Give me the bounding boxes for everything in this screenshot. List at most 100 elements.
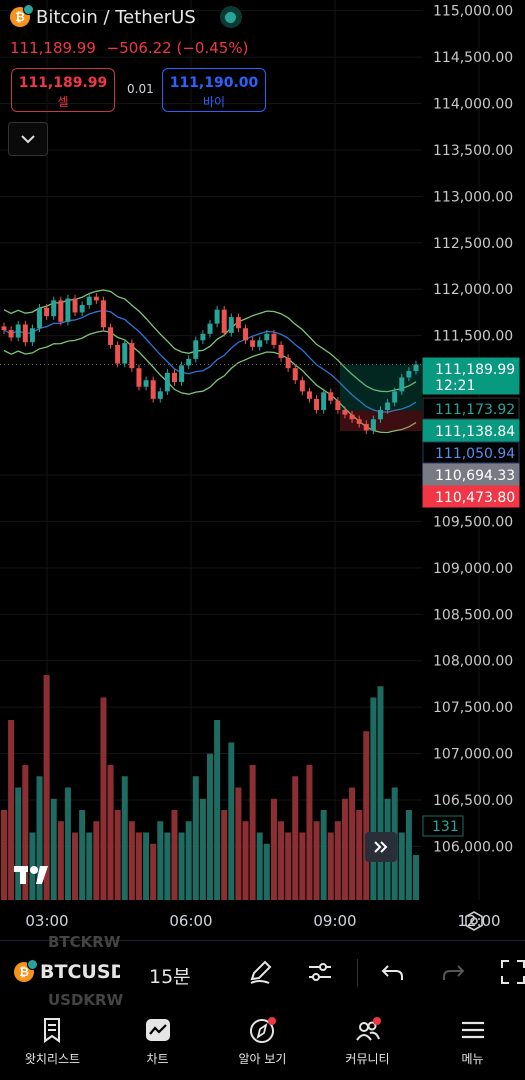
chart-toolbar: BTCKRW ₿ BTCUSDT USDKRW 15분: [0, 933, 525, 1009]
volume-tag: [422, 815, 464, 837]
tradingview-logo-icon: [14, 866, 48, 884]
candle: [193, 340, 199, 359]
next-symbol-ghost: USDKRW: [48, 991, 124, 1009]
time-tick: 12:00: [457, 912, 500, 930]
candle: [171, 372, 177, 383]
sell-button[interactable]: 111,189.99 셀: [11, 68, 115, 112]
price-tick: 115,000.00: [433, 4, 513, 20]
time-tick: 03:00: [25, 912, 68, 930]
redo-icon[interactable]: [438, 957, 468, 987]
volume-bar: [22, 765, 29, 900]
market-open-icon[interactable]: [219, 6, 242, 28]
candle: [299, 380, 305, 392]
candle: [164, 372, 170, 392]
candle: [328, 392, 334, 401]
watchlist-icon: [43, 1018, 60, 1043]
volume-bar: [370, 697, 377, 900]
volume-bar: [171, 810, 178, 900]
price-change: −506.22 (−0.45%): [106, 39, 249, 57]
volume-bar: [334, 821, 341, 900]
sell-price: 111,189.99: [18, 75, 108, 91]
buy-button[interactable]: 111,190.00 바이: [162, 68, 266, 112]
sell-label: 셀: [57, 95, 69, 109]
price-tick: 113,000.00: [433, 189, 513, 205]
fullscreen-icon[interactable]: [498, 957, 525, 987]
candle: [385, 402, 391, 410]
price-tick: 108,500.00: [433, 607, 513, 623]
price-tag-label: 111,138.84: [435, 424, 515, 440]
pencil-icon[interactable]: [245, 957, 275, 987]
candle: [51, 300, 57, 317]
price-tag: [422, 485, 520, 508]
price-tick: 106,500.00: [433, 793, 513, 809]
candle: [115, 344, 121, 364]
chevron-down-icon: [21, 135, 35, 144]
volume-bar: [242, 821, 249, 900]
volume-bar: [93, 821, 100, 900]
candle: [58, 300, 64, 322]
toolbar-symbol: BTCUSDT: [40, 961, 120, 983]
volume-bar: [15, 787, 22, 900]
candle: [271, 333, 277, 345]
volume-bar: [228, 742, 235, 900]
undo-icon[interactable]: [378, 957, 408, 987]
nav-community[interactable]: 커뮤니티: [315, 1006, 420, 1080]
volume-bar: [8, 720, 15, 900]
candle: [207, 323, 213, 334]
candle: [235, 317, 241, 329]
price-tick: 112,500.00: [433, 236, 513, 252]
price-tag-label: 110,694.33: [435, 468, 515, 484]
candle: [8, 330, 14, 338]
volume-bar: [292, 776, 299, 900]
volume-bar: [356, 810, 363, 900]
last-price: 111,189.99: [10, 39, 96, 57]
chart-settings-icon[interactable]: [464, 911, 484, 931]
candle: [122, 343, 128, 364]
volume-bar: [299, 832, 306, 900]
price-tag-label: 111,173.92: [435, 402, 515, 418]
volume-bar: [157, 821, 164, 900]
volume-bar: [150, 843, 157, 900]
tradingview-logo[interactable]: [14, 862, 56, 892]
candle: [143, 380, 149, 387]
nav-explore[interactable]: 알아 보기: [210, 1006, 315, 1080]
volume-bar: [86, 832, 93, 900]
candle: [349, 414, 355, 420]
collapse-header-button[interactable]: [8, 122, 48, 156]
volume-bar: [100, 697, 107, 900]
price-tag-time: 12:21: [435, 378, 475, 394]
nav-watchlist[interactable]: 왓치리스트: [0, 1006, 105, 1080]
time-tick: 06:00: [169, 912, 212, 930]
price-tick: 114,000.00: [433, 97, 513, 113]
candle: [356, 419, 362, 424]
volume-bar: [199, 798, 206, 900]
volume-bar: [278, 821, 285, 900]
volume-bar: [143, 832, 150, 900]
candle: [108, 327, 114, 345]
volume-bar: [36, 776, 43, 900]
candle: [278, 344, 284, 358]
nav-menu[interactable]: 메뉴: [420, 1006, 525, 1080]
price-chart[interactable]: 115,000.00 114,500.00 114,000.00 113,500.00…: [0, 0, 525, 940]
price-tick: 109,000.00: [433, 561, 513, 577]
candle: [363, 423, 369, 431]
price-tag: [422, 397, 520, 420]
symbol-selector[interactable]: ₿ BTCUSDT: [14, 959, 120, 983]
candle: [406, 370, 412, 378]
candle: [243, 328, 249, 341]
volume-bar: [221, 810, 228, 900]
nav-label: 메뉴: [461, 1052, 484, 1066]
candle: [37, 307, 43, 329]
volume-bar: [192, 776, 199, 900]
volume-bar: [320, 810, 327, 900]
price-tag: [422, 357, 520, 395]
volume-bars: [1, 675, 419, 900]
volume-bar: [270, 798, 277, 900]
volume-bar: [341, 798, 348, 900]
volume-bar: [349, 787, 356, 900]
indicators-icon[interactable]: [305, 957, 335, 987]
scroll-to-realtime-button[interactable]: [365, 832, 397, 862]
symbol-title[interactable]: Bitcoin / TetherUS: [36, 6, 196, 28]
nav-chart[interactable]: 차트: [105, 1006, 210, 1080]
interval-selector[interactable]: 15분: [149, 966, 191, 988]
